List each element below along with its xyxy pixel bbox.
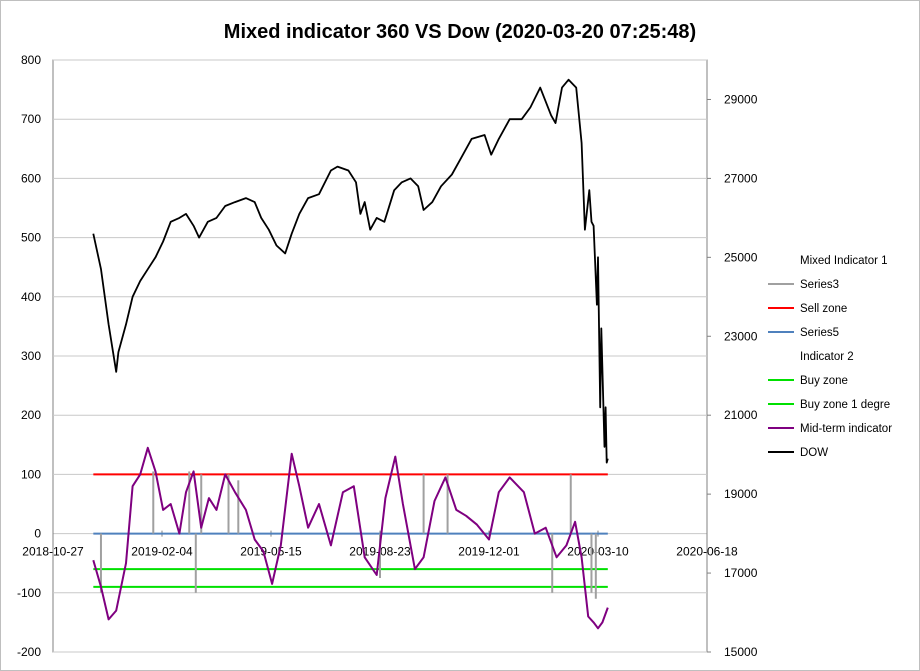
left-tick-label: 200 <box>21 408 41 422</box>
right-tick-label: 29000 <box>724 92 758 106</box>
left-tick-label: -100 <box>17 586 41 600</box>
chart-title: Mixed indicator 360 VS Dow (2020-03-20 0… <box>224 21 696 43</box>
left-tick-label: 400 <box>21 290 41 304</box>
x-tick-label: 2019-12-01 <box>458 545 520 559</box>
right-tick-label: 21000 <box>724 408 758 422</box>
legend-label: Sell zone <box>800 303 847 315</box>
left-tick-label: 600 <box>21 171 41 185</box>
left-tick-label: 100 <box>21 467 41 481</box>
right-tick-label: 27000 <box>724 171 758 185</box>
legend-label: Buy zone <box>800 375 848 387</box>
left-tick-label: -200 <box>17 645 41 659</box>
right-tick-label: 19000 <box>724 487 758 501</box>
x-tick-label: 2018-10-27 <box>22 545 84 559</box>
right-tick-label: 23000 <box>724 329 758 343</box>
legend-label: Series5 <box>800 327 839 339</box>
legend-label: Mid-term indicator <box>800 423 892 435</box>
series-dow <box>92 78 609 464</box>
legend: Mixed Indicator 1 Series3 Sell zone Series5… <box>768 255 892 459</box>
left-tick-label: 0 <box>34 527 41 541</box>
right-tick-label: 15000 <box>724 645 758 659</box>
x-tick-label: 2020-03-10 <box>567 545 629 559</box>
right-tick-label: 17000 <box>724 566 758 580</box>
x-axis: 2018-10-272019-02-042019-05-152019-08-23… <box>22 530 738 559</box>
left-tick-label: 300 <box>21 349 41 363</box>
x-tick-label: 2019-02-04 <box>131 545 193 559</box>
legend-label: Buy zone 1 degre <box>800 399 890 411</box>
x-tick-label: 2019-05-15 <box>240 545 302 559</box>
series-layer <box>92 78 609 630</box>
series-mid-term-indicator <box>92 446 609 630</box>
legend-label: Mixed Indicator 1 <box>800 255 888 267</box>
right-axis: 15000 17000 19000 21000 23000 25000 27000 29000 <box>707 92 758 659</box>
right-tick-label: 25000 <box>724 250 758 264</box>
x-tick-label: 2020-06-18 <box>676 545 738 559</box>
legend-label: Series3 <box>800 279 839 291</box>
legend-label: Indicator 2 <box>800 351 854 363</box>
legend-label: DOW <box>800 447 828 459</box>
left-tick-label: 700 <box>21 112 41 126</box>
left-tick-label: 800 <box>21 53 41 67</box>
left-axis: -200 -100 0 100 200 300 400 500 600 700 800 <box>17 53 41 659</box>
left-tick-label: 500 <box>21 231 41 245</box>
